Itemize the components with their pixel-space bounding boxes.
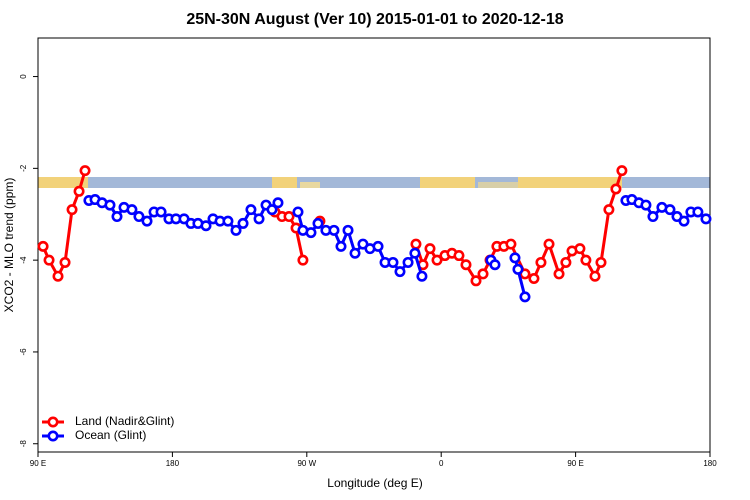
- data-point: [477, 268, 489, 280]
- data-point: [678, 215, 690, 227]
- data-point: [640, 199, 652, 211]
- data-point: [589, 270, 601, 282]
- data-point: [580, 254, 592, 266]
- data-point: [574, 243, 586, 255]
- data-point: [595, 256, 607, 268]
- x-tick-label: 90 E: [30, 459, 46, 468]
- data-point: [141, 215, 153, 227]
- data-point: [52, 270, 64, 282]
- data-point: [237, 217, 249, 229]
- data-point: [292, 206, 304, 218]
- data-point: [37, 240, 49, 252]
- data-point: [266, 204, 278, 216]
- data-point: [460, 259, 472, 271]
- y-tick-label: -6: [19, 348, 28, 356]
- legend-label: Land (Nadir&Glint): [75, 414, 174, 428]
- data-point: [297, 254, 309, 266]
- data-point: [560, 256, 572, 268]
- data-point: [349, 247, 361, 259]
- y-tick-label: -2: [19, 164, 28, 172]
- data-point: [133, 211, 145, 223]
- data-point: [528, 273, 540, 285]
- y-axis-label: XCO2 - MLO trend (ppm): [2, 178, 16, 313]
- chart-title: 25N-30N August (Ver 10) 2015-01-01 to 20…: [186, 11, 563, 28]
- data-point: [111, 211, 123, 223]
- data-point: [222, 215, 234, 227]
- map-strip: [38, 177, 710, 188]
- data-point: [394, 266, 406, 278]
- data-point: [410, 238, 422, 250]
- data-point: [692, 206, 704, 218]
- legend-label: Ocean (Glint): [75, 428, 146, 442]
- data-point: [200, 220, 212, 232]
- data-point: [104, 199, 116, 211]
- data-point: [512, 263, 524, 275]
- data-point: [489, 259, 501, 271]
- x-tick-label: 180: [166, 459, 180, 468]
- data-point: [335, 240, 347, 252]
- data-point: [402, 256, 414, 268]
- data-point: [664, 204, 676, 216]
- data-point: [424, 243, 436, 255]
- data-point: [387, 256, 399, 268]
- data-point: [416, 270, 428, 282]
- data-point: [603, 204, 615, 216]
- x-tick-label: 90 W: [297, 459, 316, 468]
- data-point: [470, 275, 482, 287]
- data-point: [453, 250, 465, 262]
- y-tick-label: -8: [19, 440, 28, 448]
- data-point: [230, 224, 242, 236]
- data-point: [647, 211, 659, 223]
- y-tick-label: -4: [19, 256, 28, 264]
- data-point: [43, 254, 55, 266]
- x-axis-label: Longitude (deg E): [327, 476, 422, 490]
- data-point: [73, 185, 85, 197]
- data-point: [79, 165, 91, 177]
- x-tick-label: 180: [703, 459, 717, 468]
- y-tick-label: 0: [19, 74, 28, 79]
- data-point: [253, 213, 265, 225]
- data-point: [155, 206, 167, 218]
- data-point: [305, 227, 317, 239]
- x-tick-label: 0: [439, 459, 444, 468]
- data-point: [610, 183, 622, 195]
- data-point: [553, 268, 565, 280]
- data-point: [245, 204, 257, 216]
- data-point: [272, 197, 284, 209]
- data-point: [700, 213, 712, 225]
- data-point: [543, 238, 555, 250]
- legend-marker: [47, 416, 59, 428]
- data-point: [66, 204, 78, 216]
- data-point: [409, 247, 421, 259]
- data-point: [312, 217, 324, 229]
- data-point: [328, 224, 340, 236]
- data-point: [616, 165, 628, 177]
- data-point: [519, 291, 531, 303]
- data-point: [342, 224, 354, 236]
- x-tick-label: 90 E: [567, 459, 583, 468]
- data-point: [505, 238, 517, 250]
- data-point: [126, 204, 138, 216]
- data-point: [283, 211, 295, 223]
- legend-marker: [47, 430, 59, 442]
- data-point: [431, 254, 443, 266]
- data-point: [535, 256, 547, 268]
- data-point: [509, 252, 521, 264]
- data-point: [372, 240, 384, 252]
- data-point: [59, 256, 71, 268]
